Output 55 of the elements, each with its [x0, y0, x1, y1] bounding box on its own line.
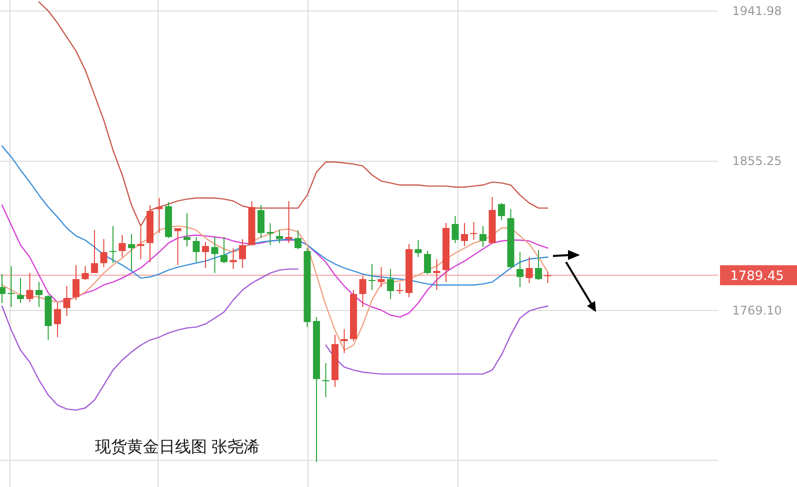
line-series	[38, 1, 548, 227]
y-tick-label: 1855.25	[732, 154, 782, 168]
candlestick	[498, 202, 505, 221]
candlestick	[174, 228, 182, 266]
candlestick	[516, 252, 524, 288]
candlestick	[452, 216, 459, 244]
candlestick	[294, 230, 302, 250]
candlestick	[128, 234, 135, 271]
candlestick	[461, 222, 468, 247]
ref-line-label: 1789.45	[730, 269, 784, 284]
candlestick	[202, 242, 209, 269]
candlestick	[110, 226, 116, 264]
candlestick	[72, 264, 80, 301]
candlestick	[266, 222, 274, 246]
candlestick	[239, 238, 246, 269]
candlestick	[63, 286, 70, 317]
candlestick	[424, 250, 431, 275]
candlestick	[285, 200, 292, 244]
y-tick-label: 1769.10	[732, 303, 782, 318]
candlestick	[192, 236, 200, 263]
candlestick	[258, 204, 264, 239]
candlestick	[526, 256, 533, 284]
candlestick	[54, 302, 61, 338]
candlestick	[396, 282, 404, 294]
candlestick	[368, 264, 376, 291]
candlestick	[433, 258, 440, 291]
candlestick	[118, 234, 126, 258]
candlestick	[82, 266, 89, 281]
candlestick	[156, 198, 163, 234]
candlestick	[276, 230, 283, 244]
candlestick	[480, 226, 486, 248]
candlestick	[544, 272, 552, 284]
candlestick	[340, 328, 348, 354]
candlestick	[17, 278, 24, 304]
candlestick	[100, 238, 108, 268]
line-series	[1, 225, 548, 351]
candlestick	[91, 230, 98, 274]
line-series	[1, 204, 548, 318]
candlestick	[26, 272, 34, 302]
candlestick	[387, 268, 394, 300]
candlestick	[137, 226, 144, 260]
candlestick	[322, 362, 330, 398]
candlestick	[378, 266, 385, 288]
candlestick	[184, 212, 190, 248]
candlestick	[470, 222, 478, 240]
candlestick	[8, 266, 15, 308]
candlestick	[230, 248, 237, 270]
text: 现货黄金日线图 张尧浠	[95, 438, 260, 456]
candlestick	[36, 282, 42, 308]
y-tick-label: 1941.98	[732, 4, 782, 18]
candlestick	[359, 275, 366, 308]
candlestick	[220, 236, 228, 264]
candlestick	[211, 236, 218, 274]
candlestick	[414, 239, 422, 258]
candlestick	[535, 249, 542, 281]
